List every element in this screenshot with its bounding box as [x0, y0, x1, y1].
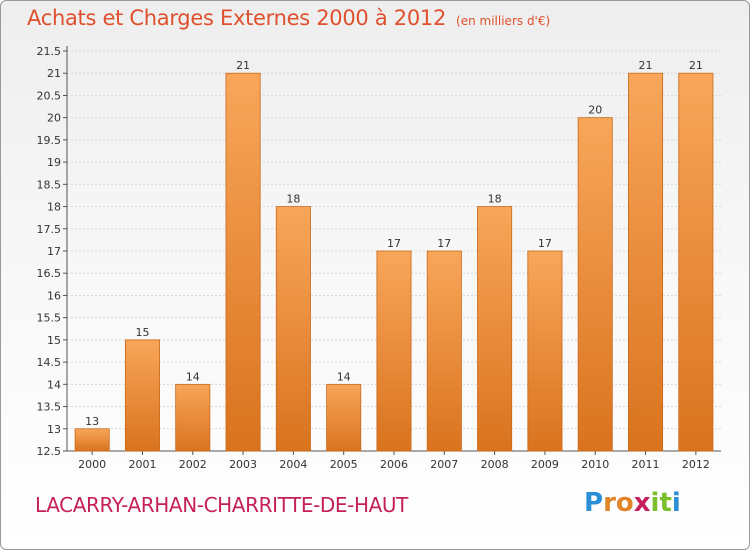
- title-row: Achats et Charges Externes 2000 à 2012 (e…: [27, 6, 550, 30]
- bars: [74, 72, 714, 452]
- x-tick-label: 2005: [330, 458, 358, 471]
- y-tick-label: 19.5: [37, 134, 62, 147]
- bar: [577, 117, 613, 452]
- y-tick-label: 13.5: [37, 401, 62, 414]
- bar: [628, 72, 664, 452]
- data-label: 21: [236, 59, 250, 72]
- data-label: 17: [387, 237, 401, 250]
- y-tick-label: 19: [47, 156, 61, 169]
- bar: [477, 206, 513, 452]
- x-tick-label: 2004: [279, 458, 307, 471]
- x-tick-label: 2012: [682, 458, 710, 471]
- labels: 12.5 13 13.5 14 14.5 15 15.5 16 16.5 17 17.5 18 18.5…: [37, 45, 710, 471]
- y-tick-label: 13: [47, 423, 61, 436]
- y-tick-label: 15.5: [37, 312, 62, 325]
- proxiti-logo: Proxiti: [584, 488, 681, 518]
- data-label: 14: [337, 370, 351, 383]
- logo-letter: r: [603, 488, 616, 518]
- y-tick-label: 21: [47, 67, 61, 80]
- x-tick-label: 2009: [531, 458, 559, 471]
- logo-letter: i: [650, 488, 660, 518]
- bar: [376, 250, 412, 452]
- data-label: 18: [488, 193, 502, 206]
- logo-letter: P: [584, 488, 604, 518]
- data-label: 21: [689, 59, 703, 72]
- x-tick-label: 2000: [78, 458, 106, 471]
- bar: [326, 383, 362, 452]
- commune-name: LACARRY-ARHAN-CHARRITTE-DE-HAUT: [35, 493, 408, 517]
- data-label: 15: [135, 326, 149, 339]
- y-tick-label: 16: [47, 289, 61, 302]
- data-label: 13: [85, 415, 99, 428]
- bar: [426, 250, 462, 452]
- data-label: 20: [588, 104, 602, 117]
- y-tick-label: 14: [47, 378, 61, 391]
- y-tick-label: 15: [47, 334, 61, 347]
- bar: [74, 428, 110, 452]
- y-tick-label: 12.5: [37, 445, 62, 458]
- x-tick-label: 2001: [128, 458, 156, 471]
- y-tick-label: 20.5: [37, 89, 62, 102]
- y-tick-label: 17: [47, 245, 61, 258]
- bar: [175, 383, 211, 452]
- x-tick-label: 2008: [481, 458, 509, 471]
- x-tick-label: 2002: [179, 458, 207, 471]
- chart-title: Achats et Charges Externes 2000 à 2012: [27, 6, 447, 30]
- data-label: 17: [437, 237, 451, 250]
- data-label: 17: [538, 237, 552, 250]
- bar: [275, 206, 311, 452]
- y-tick-label: 21.5: [37, 45, 62, 58]
- bar: [124, 339, 160, 452]
- logo-letter: o: [615, 488, 634, 518]
- y-tick-label: 20: [47, 112, 61, 125]
- logo-letter: i: [671, 488, 681, 518]
- data-label: 14: [186, 370, 200, 383]
- x-tick-label: 2007: [430, 458, 458, 471]
- x-tick-label: 2003: [229, 458, 257, 471]
- data-label: 18: [286, 193, 300, 206]
- x-tick-label: 2011: [632, 458, 660, 471]
- x-tick-label: 2006: [380, 458, 408, 471]
- bar: [527, 250, 563, 452]
- data-label: 21: [639, 59, 653, 72]
- y-tick-label: 17.5: [37, 223, 62, 236]
- y-tick-label: 16.5: [37, 267, 62, 280]
- y-tick-label: 14.5: [37, 356, 62, 369]
- y-tick-label: 18: [47, 201, 61, 214]
- logo-letter: x: [633, 488, 651, 518]
- y-tick-label: 18.5: [37, 178, 62, 191]
- bar: [678, 72, 714, 452]
- x-tick-label: 2010: [581, 458, 609, 471]
- logo-letter: t: [659, 488, 672, 518]
- bar: [225, 72, 261, 452]
- chart-subtitle: (en milliers d'€): [456, 14, 551, 28]
